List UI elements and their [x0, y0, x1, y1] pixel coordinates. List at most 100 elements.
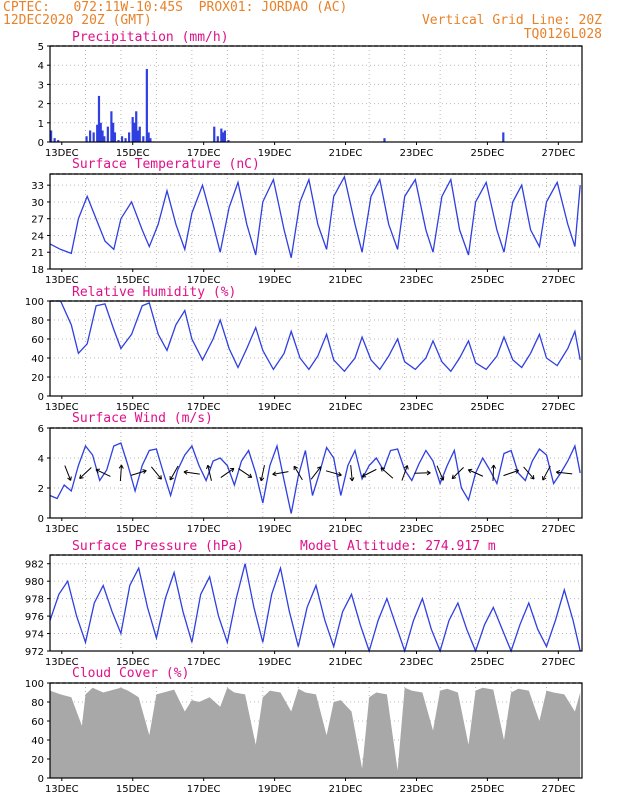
wind-arrow-head [349, 477, 355, 482]
wind-arrow-head [491, 464, 497, 469]
precip-bar [128, 132, 131, 142]
wind-arrow [468, 469, 484, 477]
precip-bar [117, 140, 120, 142]
y-tick-label: 80 [31, 316, 44, 327]
wind-arrow-head [183, 469, 188, 475]
y-tick-label: 0 [38, 774, 44, 785]
precip-bar [97, 95, 101, 142]
wind-arrow [238, 468, 253, 478]
x-tick-label: 17DEC [187, 402, 221, 413]
x-tick-label: 23DEC [400, 402, 434, 413]
precip-bar [113, 132, 117, 142]
x-tick-label: 27DEC [541, 402, 575, 413]
panel-annotation: Model Altitude: 274.917 m [300, 539, 496, 554]
series-line [49, 174, 581, 258]
precip-bar [133, 122, 136, 142]
x-tick-label: 19DEC [258, 524, 292, 535]
wind-arrow [436, 465, 444, 481]
wind-arrow-head [272, 471, 277, 477]
wind-arrow-head [542, 476, 547, 481]
precip-bar [220, 128, 223, 142]
y-tick-label: 33 [31, 181, 44, 192]
panel-title: Cloud Cover (%) [72, 666, 189, 681]
y-tick-label: 60 [31, 717, 44, 728]
x-tick-label: 21DEC [329, 657, 363, 668]
precip-bar [124, 138, 127, 142]
x-tick-label: 25DEC [471, 275, 505, 286]
precip-bar [53, 138, 56, 142]
precip-bar [142, 136, 145, 142]
wind-arrow [64, 465, 72, 481]
wind-arrow-head [142, 469, 147, 474]
wind-arrow [361, 468, 377, 478]
wind-arrow [260, 465, 265, 481]
precip-bar [101, 130, 104, 142]
precip-bar [145, 69, 148, 142]
precip-bar [96, 124, 99, 142]
wind-arrow-head [403, 465, 409, 470]
wind-arrow-head [157, 475, 162, 480]
wind-arrow-head [439, 476, 445, 481]
x-tick-label: 15DEC [116, 524, 150, 535]
x-tick-label: 23DEC [400, 524, 434, 535]
x-tick-label: 19DEC [258, 402, 292, 413]
header-date: 12DEC2020 20Z (GMT) [3, 13, 152, 28]
y-tick-label: 30 [31, 198, 44, 209]
precip-bar [135, 111, 138, 142]
wind-arrow-head [316, 466, 322, 471]
series-line [49, 563, 581, 654]
x-tick-label: 27DEC [541, 275, 575, 286]
wind-arrow-head [206, 464, 211, 470]
y-tick-label: 6 [38, 424, 44, 435]
x-tick-label: 25DEC [471, 148, 505, 159]
wind-arrow-head [67, 476, 72, 481]
precip-bar [92, 132, 95, 142]
precip-bar [50, 130, 53, 142]
wind-arrow [350, 464, 353, 482]
wind-arrow-head [530, 475, 535, 480]
y-tick-label: 974 [25, 630, 44, 641]
header-code: TQ0126L028 [523, 27, 602, 42]
x-tick-label: 25DEC [471, 657, 505, 668]
panel-title: Surface Pressure (hPa) [72, 539, 244, 554]
y-tick-label: 4 [38, 454, 44, 465]
x-tick-label: 23DEC [400, 275, 434, 286]
panel-title: Relative Humidity (%) [72, 285, 236, 300]
x-tick-label: 19DEC [258, 784, 292, 795]
wind-arrow [556, 471, 573, 475]
y-tick-label: 20 [31, 373, 44, 384]
x-tick-label: 27DEC [541, 784, 575, 795]
wind-arrow-head [118, 464, 124, 469]
x-tick-label: 17DEC [187, 657, 221, 668]
x-tick-label: 25DEC [471, 524, 505, 535]
wind-arrow-head [79, 474, 84, 479]
y-tick-label: 972 [25, 647, 44, 658]
x-tick-label: 15DEC [116, 784, 150, 795]
x-tick-label: 17DEC [187, 148, 221, 159]
wind-arrow [150, 466, 162, 480]
y-tick-label: 980 [25, 577, 44, 588]
wind-arrow-head [451, 474, 457, 480]
x-tick-label: 23DEC [400, 148, 434, 159]
y-tick-label: 0 [38, 514, 44, 525]
y-tick-label: 80 [31, 698, 44, 709]
wind-arrow [220, 468, 235, 478]
wind-arrow [310, 466, 322, 480]
wind-arrow [542, 465, 551, 481]
y-tick-label: 2 [38, 484, 44, 495]
y-tick-label: 21 [31, 248, 44, 259]
precip-bar [138, 126, 141, 142]
wind-arrow-head [361, 472, 367, 478]
y-tick-label: 1 [38, 119, 44, 130]
y-tick-label: 4 [38, 61, 44, 72]
x-tick-label: 25DEC [471, 784, 505, 795]
precip-bar [131, 117, 134, 142]
y-tick-label: 27 [31, 215, 44, 226]
y-tick-label: 978 [25, 595, 44, 606]
precip-bar [103, 136, 106, 142]
y-tick-label: 2 [38, 100, 44, 111]
header-vgrid: Vertical Grid Line: 20Z [421, 13, 602, 28]
precip-bar [99, 122, 102, 142]
panel-title: Surface Wind (m/s) [72, 411, 213, 426]
x-tick-label: 25DEC [471, 402, 505, 413]
